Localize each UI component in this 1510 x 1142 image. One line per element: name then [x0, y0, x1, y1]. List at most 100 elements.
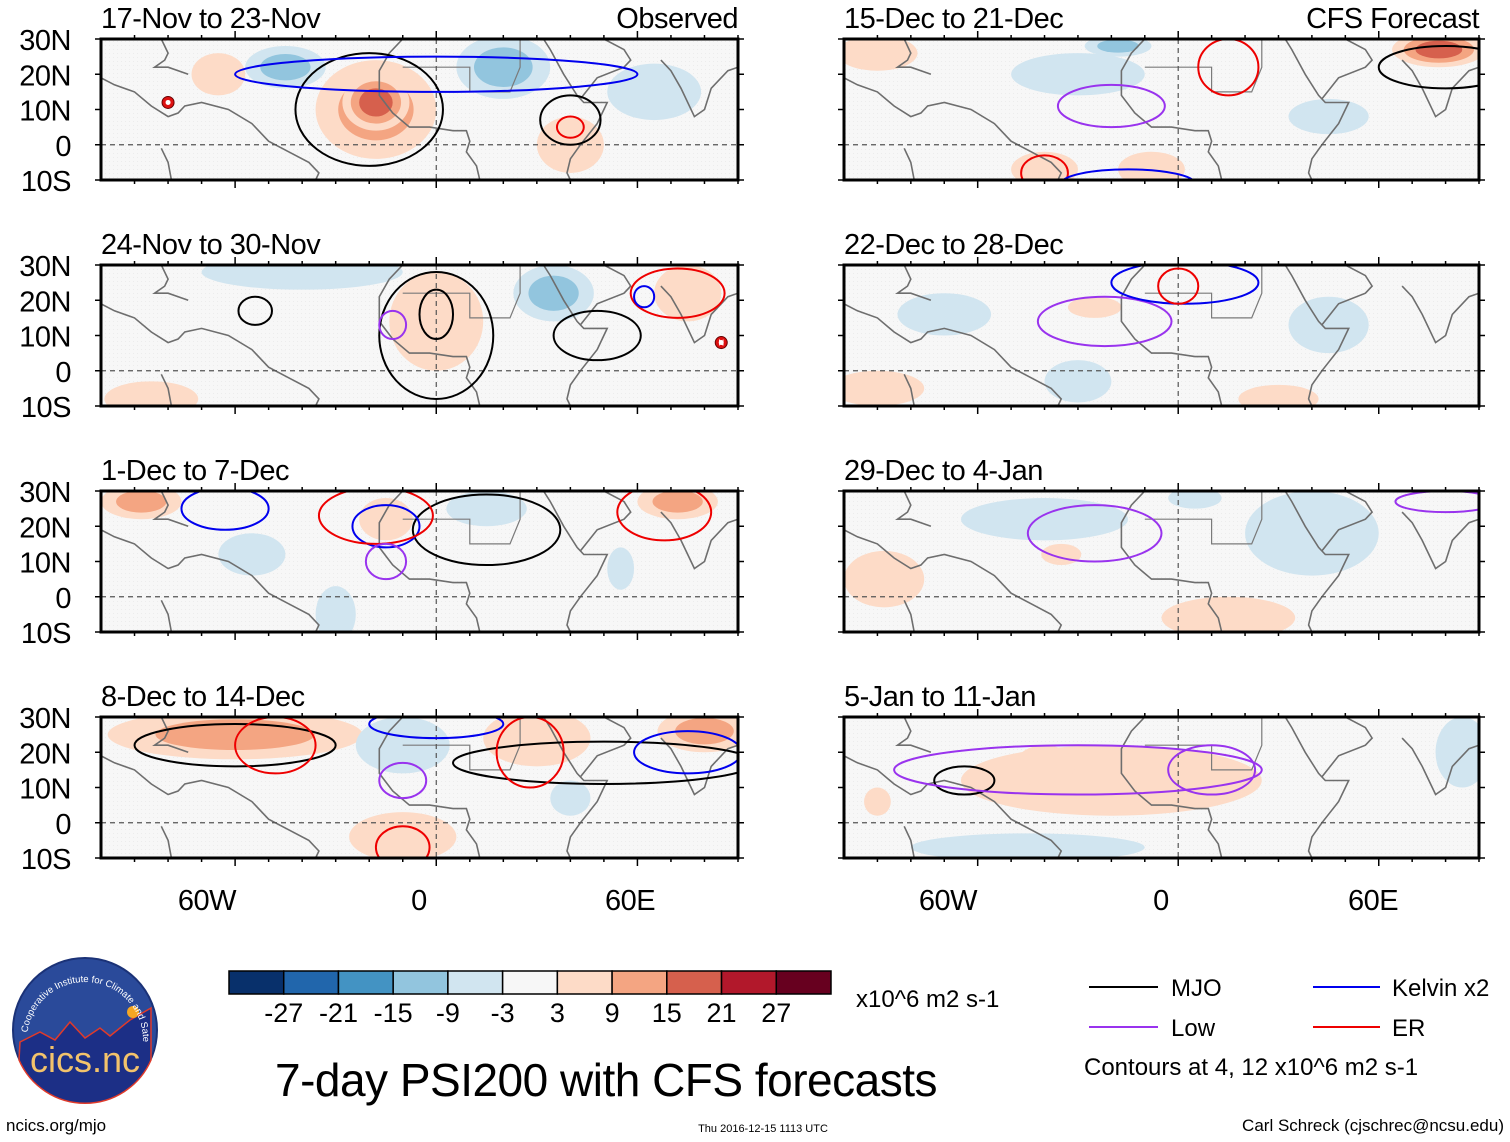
contour-low [1056, 83, 1166, 129]
africa-west-coast [378, 717, 481, 858]
contour-er [555, 115, 585, 139]
anomaly-region [550, 780, 591, 816]
map-panel-p7: 29-Dec to 4-Jan [838, 455, 1485, 640]
caribbean-coast [894, 39, 932, 76]
coastlines [101, 265, 738, 406]
americas-coast [101, 529, 320, 632]
india-coast [1401, 285, 1479, 344]
colorbar-swatch [282, 970, 340, 995]
country-borders [402, 491, 521, 545]
africa-east-coast [542, 39, 609, 180]
y-tick-label: 0 [55, 809, 71, 841]
x-tick-label: 60W [178, 885, 237, 917]
coastlines [844, 39, 1479, 180]
y-tick-label: 0 [55, 131, 71, 163]
contour-mjo [1377, 45, 1479, 90]
anomaly-region [260, 53, 311, 81]
contour-er [374, 825, 431, 858]
anomaly-region [607, 63, 702, 121]
contour-low [1026, 504, 1163, 563]
map-panel-p8: 5-Jan to 11-Jan [838, 681, 1485, 866]
contour-kelvin-x2 [1061, 168, 1195, 180]
contour-er [1197, 39, 1260, 97]
contour-er [629, 267, 726, 319]
arabia-coast [579, 265, 632, 326]
anomaly-region [652, 491, 703, 513]
contour-low [1167, 744, 1257, 796]
caribbean-coast [894, 717, 932, 754]
y-tick-label: 10S [21, 392, 71, 424]
contour-mjo [378, 271, 495, 400]
colorbar-tick-label: 21 [707, 998, 737, 1028]
y-tick-label: 20N [19, 738, 71, 770]
anomaly-region [960, 745, 1262, 816]
x-tick-label: 60E [1348, 885, 1398, 917]
y-tick-label: 20N [19, 60, 71, 92]
africa-east-coast [542, 717, 609, 858]
colorbar-tick-label: 15 [652, 998, 682, 1028]
panel-title: 1-Dec to 7-Dec [101, 455, 289, 487]
logo-mountains [18, 1006, 152, 1104]
india-coast [660, 511, 738, 570]
anomaly-region [1288, 296, 1369, 354]
footer-author: Carl Schreck (cjschrec@ncsu.edu) [1242, 1116, 1504, 1135]
panel-tag: Observed [616, 3, 738, 35]
panel-title: 8-Dec to 14-Dec [101, 681, 305, 713]
contour-low [378, 309, 408, 341]
colorbar-tick-label: -15 [374, 998, 413, 1028]
contour-note: Contours at 4, 12 x10^6 m2 s-1 [1084, 1054, 1418, 1081]
contour-kelvin-x2 [633, 730, 738, 775]
americas-coast [101, 77, 320, 180]
svg-text:N: N [718, 339, 724, 348]
panel-title: 24-Nov to 30-Nov [101, 229, 321, 261]
anomaly-region [359, 88, 393, 117]
coastlines [101, 491, 738, 632]
anomaly-region [654, 265, 722, 322]
anomaly-region [218, 533, 286, 576]
contour-mjo [452, 740, 738, 785]
footer-timestamp: Thu 2016-12-15 1113 UTC [698, 1123, 828, 1135]
anomaly-region [473, 47, 533, 88]
panel-title: 17-Nov to 23-Nov [101, 3, 321, 35]
contour-mjo [933, 765, 996, 796]
x-tick-label: 60W [919, 885, 978, 917]
caribbean-coast [894, 265, 932, 302]
africa-west-coast [378, 39, 481, 180]
contour-kelvin-x2 [633, 285, 656, 309]
arabia-coast [1321, 491, 1374, 552]
colorbar-units: x10^6 m2 s-1 [856, 986, 999, 1013]
india-coast [1401, 511, 1479, 570]
contour-low [364, 542, 408, 581]
y-tick-label: 20N [19, 512, 71, 544]
anomaly-region [1245, 491, 1379, 576]
anomaly-region [359, 498, 413, 541]
x-axis-labels-right: 60W 0 60E [919, 885, 1399, 917]
colorbar-swatch [447, 970, 504, 995]
india-coast [660, 59, 738, 118]
anomaly-region [844, 39, 918, 71]
africa-east-coast [1284, 39, 1350, 180]
legend-label-kelvin: Kelvin x2 [1392, 975, 1489, 1002]
anomaly-region [1415, 40, 1463, 59]
colorbar-swatch [501, 970, 559, 995]
footer-url[interactable]: ncics.org/mjo [6, 1116, 106, 1135]
americas-coast [844, 529, 1063, 632]
y-tick-label: 0 [55, 357, 71, 389]
anomaly-region [201, 265, 403, 290]
country-borders [1144, 265, 1263, 319]
contour-kelvin-x2 [351, 504, 421, 549]
anomaly-region [1168, 491, 1222, 509]
anomaly-region [349, 812, 457, 858]
americas-west-coast [903, 147, 915, 180]
caribbean-coast [152, 491, 189, 528]
legend-label-mjo: MJO [1171, 975, 1222, 1002]
x-tick-label: 0 [1153, 885, 1169, 917]
y-tick-label: 10N [19, 548, 71, 580]
contour-mjo [411, 493, 562, 567]
tropical-storm-icon: N [714, 336, 728, 350]
anomaly-region [1288, 98, 1369, 135]
contour-er [234, 717, 317, 775]
logo-text: cics.nc [30, 1039, 140, 1080]
